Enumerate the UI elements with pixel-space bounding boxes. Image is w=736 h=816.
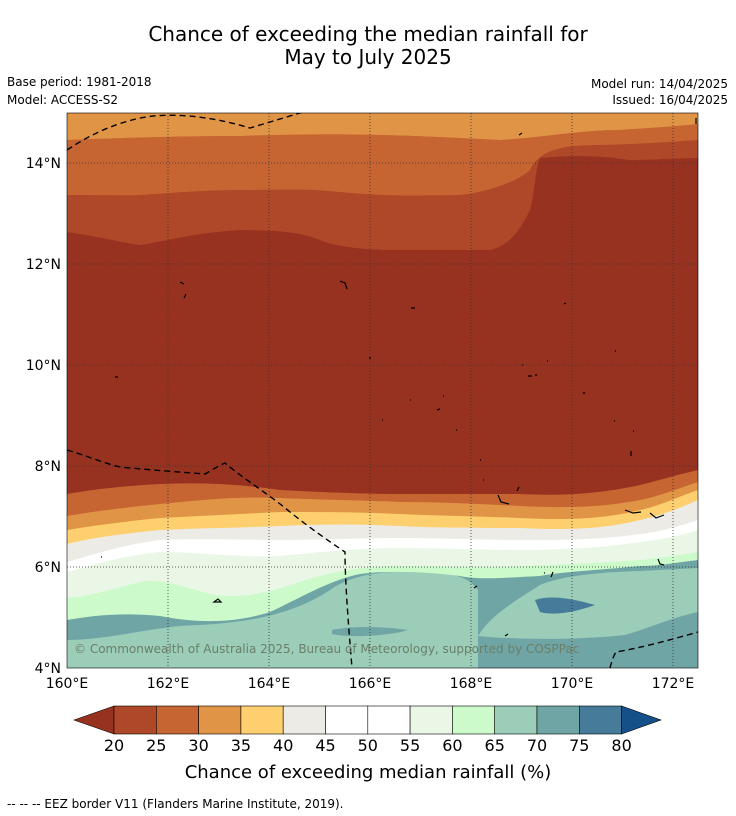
- island-atolls-a: [115, 307, 415, 378]
- colorbar-tick: 55: [400, 736, 420, 755]
- island-majuro: [624, 509, 665, 519]
- band-65-70: [67, 113, 698, 668]
- copyright-text: © Commonwealth of Australia 2025, Bureau…: [74, 642, 579, 656]
- islands: [101, 118, 697, 637]
- issued-date: Issued: 16/04/2025: [612, 93, 728, 107]
- lat-label-12: 12°N: [26, 257, 61, 273]
- island-kwajalein: [480, 459, 520, 505]
- colorbar-tick: 40: [273, 736, 293, 755]
- lat-tick-labels: 14°N 12°N 10°N 8°N 6°N 4°N: [26, 156, 61, 677]
- island-south-atolls: [473, 571, 554, 637]
- island-kosrae-area: [212, 598, 223, 603]
- model-run: Model run: 14/04/2025: [590, 77, 728, 91]
- island-wake: [179, 281, 187, 299]
- lon-label-170: 170°E: [551, 676, 594, 692]
- base-period: Base period: 1981-2018: [7, 75, 152, 89]
- colorbar: [73, 705, 662, 735]
- band-20-25-north: [67, 140, 698, 250]
- colorbar-cell-35-40: [240, 705, 284, 735]
- colorbar-tick: 35: [231, 736, 251, 755]
- lat-label-14: 14°N: [26, 156, 61, 172]
- band-70-75-patch: [332, 627, 408, 637]
- colorbar-tick: 75: [569, 736, 589, 755]
- colorbar-cell-20-25: [113, 705, 157, 735]
- lon-label-166: 166°E: [349, 676, 392, 692]
- lat-label-6: 6°N: [35, 560, 61, 576]
- colorbar-cell-75-80: [578, 705, 622, 735]
- colorbar-tick: 60: [442, 736, 462, 755]
- lat-label-4: 4°N: [35, 661, 61, 677]
- colorbar-cell-25-30: [156, 705, 199, 735]
- eez-footnote: -- -- -- EEZ border V11 (Flanders Marine…: [7, 797, 344, 811]
- map-frame: [66, 112, 699, 669]
- colorbar-cell-30-35: [198, 705, 242, 735]
- colorbar-tick: 65: [485, 736, 505, 755]
- model-name: Model: ACCESS-S2: [7, 93, 119, 107]
- eez-border-west: [67, 449, 353, 668]
- colorbar-cell-60-65: [452, 705, 495, 735]
- colorbar-cell-70-75: [536, 705, 580, 735]
- map-field: [67, 113, 698, 668]
- colorbar-tick: 50: [358, 736, 378, 755]
- band-30-35-north: [67, 113, 698, 140]
- lon-label-172: 172°E: [652, 676, 695, 692]
- island-north: [518, 132, 523, 136]
- colorbar-cell-55-60: [409, 705, 453, 735]
- eez-borders: [67, 113, 698, 668]
- colorbar-cell-50-55: [367, 705, 411, 735]
- lon-label-160: 160°E: [46, 676, 89, 692]
- lat-label-8: 8°N: [35, 459, 61, 475]
- lon-label-162: 162°E: [147, 676, 190, 692]
- colorbar-tick: 30: [188, 736, 208, 755]
- island-bikini: [339, 280, 348, 290]
- island-atolls-b: [522, 302, 567, 377]
- band-below-20: [67, 155, 698, 495]
- colorbar-tick: 20: [104, 736, 124, 755]
- lon-label-164: 164°E: [248, 676, 291, 692]
- island-mili: [657, 558, 665, 566]
- band-below-20-spot: [555, 258, 615, 266]
- colorbar-cell-40-45: [282, 705, 326, 735]
- colorbar-cell-65-70: [494, 705, 538, 735]
- colorbar-cell-45-50: [325, 705, 369, 735]
- band-25-30-north: [67, 124, 698, 196]
- colorbar-arrow-low: [73, 705, 115, 735]
- colorbar-tick: 70: [527, 736, 547, 755]
- colorbar-tick: 80: [611, 736, 631, 755]
- lon-tick-labels: 160°E 162°E 164°E 166°E 168°E 170°E 172°…: [46, 676, 695, 692]
- graticule: [67, 113, 698, 668]
- band-75-80-patch: [535, 597, 595, 614]
- island-atolls-c: [382, 395, 457, 431]
- lat-label-10: 10°N: [26, 358, 61, 374]
- colorbar-tick: 25: [146, 736, 166, 755]
- map-title-line1: Chance of exceeding the median rainfall …: [148, 22, 588, 46]
- island-atolls-d: [583, 350, 634, 456]
- map-title-line2: May to July 2025: [284, 45, 452, 69]
- colorbar-tick: 45: [315, 736, 335, 755]
- colorbar-arrow-high: [621, 705, 662, 735]
- colorbar-tick-labels: 20 25 30 35 40 45 50 55 60 65 70 75 80: [104, 736, 632, 755]
- eez-border-north: [67, 113, 303, 151]
- colorbar-title: Chance of exceeding median rainfall (%): [185, 762, 552, 783]
- lon-label-168: 168°E: [450, 676, 493, 692]
